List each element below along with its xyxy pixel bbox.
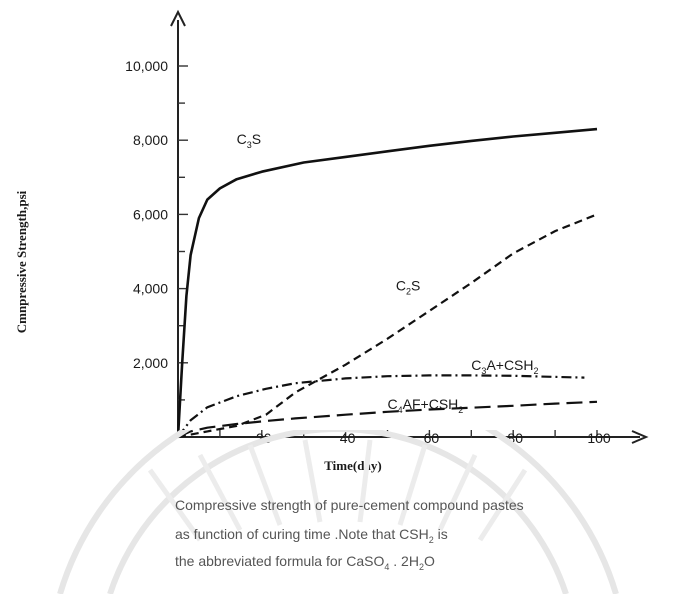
series-label-c3a-csh2: C3A+CSH2 (471, 357, 538, 376)
label-part: S (411, 277, 420, 293)
y-tick-label: 10,000 (125, 58, 168, 74)
caption-line-2-text: as function of curing time .Note that CS… (175, 526, 429, 542)
series-label-c3s: C3S (237, 131, 261, 150)
x-tick-label: 100 (587, 430, 611, 446)
y-axis-title: Cmnpressive Strength,psi (14, 190, 29, 333)
series-label-c4af-csh2: C4AF+CSH2 (388, 396, 464, 415)
label-part: S (252, 131, 261, 147)
x-tick-label: 80 (507, 430, 523, 446)
ticks: 2,000 4,000 6,000 8,000 10,000 20 40 60 80 100 (125, 58, 611, 446)
label-part: A+CSH (486, 357, 533, 373)
x-tick-label: 60 (424, 430, 440, 446)
subscript: 3 (481, 366, 486, 376)
caption-line-3-end: O (423, 553, 435, 569)
label-part: AF+CSH (403, 396, 459, 412)
x-tick-label: 20 (256, 430, 272, 446)
y-tick-label: 8,000 (133, 132, 168, 148)
x-axis-arrow (631, 430, 649, 444)
caption-line-2: as function of curing time .Note that CS… (175, 526, 448, 545)
caption-line-3-sub-1: 4 (384, 561, 390, 572)
label-part: C (396, 277, 406, 293)
caption-line-2-sub: 2 (428, 534, 434, 545)
caption-line-3-sub-2: 2 (418, 561, 424, 572)
label-part: C (388, 396, 398, 412)
label-part: C (471, 357, 481, 373)
series-line-c3a-csh2 (177, 374, 585, 438)
series-lines (176, 127, 598, 439)
subscript: 2 (458, 405, 463, 415)
caption-line-3-text: the abbreviated formula for CaSO (175, 553, 385, 569)
subscript: 2 (534, 366, 539, 376)
label-part: C (237, 131, 247, 147)
series-line-c2s (177, 213, 598, 439)
x-axis-title: Time(day) (324, 458, 382, 473)
y-tick-label: 6,000 (133, 206, 168, 222)
subscript: 2 (406, 286, 411, 296)
subscript: 4 (398, 405, 403, 415)
y-tick-label: 2,000 (133, 355, 168, 371)
x-tick-label: 40 (340, 430, 356, 446)
y-tick-label: 4,000 (133, 281, 168, 297)
caption-line-3: the abbreviated formula for CaSO4 . 2H2O (175, 553, 435, 572)
caption-line-3-mid: . 2H (389, 553, 419, 569)
caption-line-2-end: is (433, 526, 448, 542)
series-line-c3s (176, 127, 598, 438)
series-label-c2s: C2S (396, 277, 420, 296)
y-axis-arrow (170, 9, 186, 27)
subscript: 3 (247, 140, 252, 150)
series-line-c4af-csh2 (177, 400, 598, 439)
caption-line-1: Compressive strength of pure-cement comp… (175, 497, 524, 513)
axes (170, 9, 649, 444)
